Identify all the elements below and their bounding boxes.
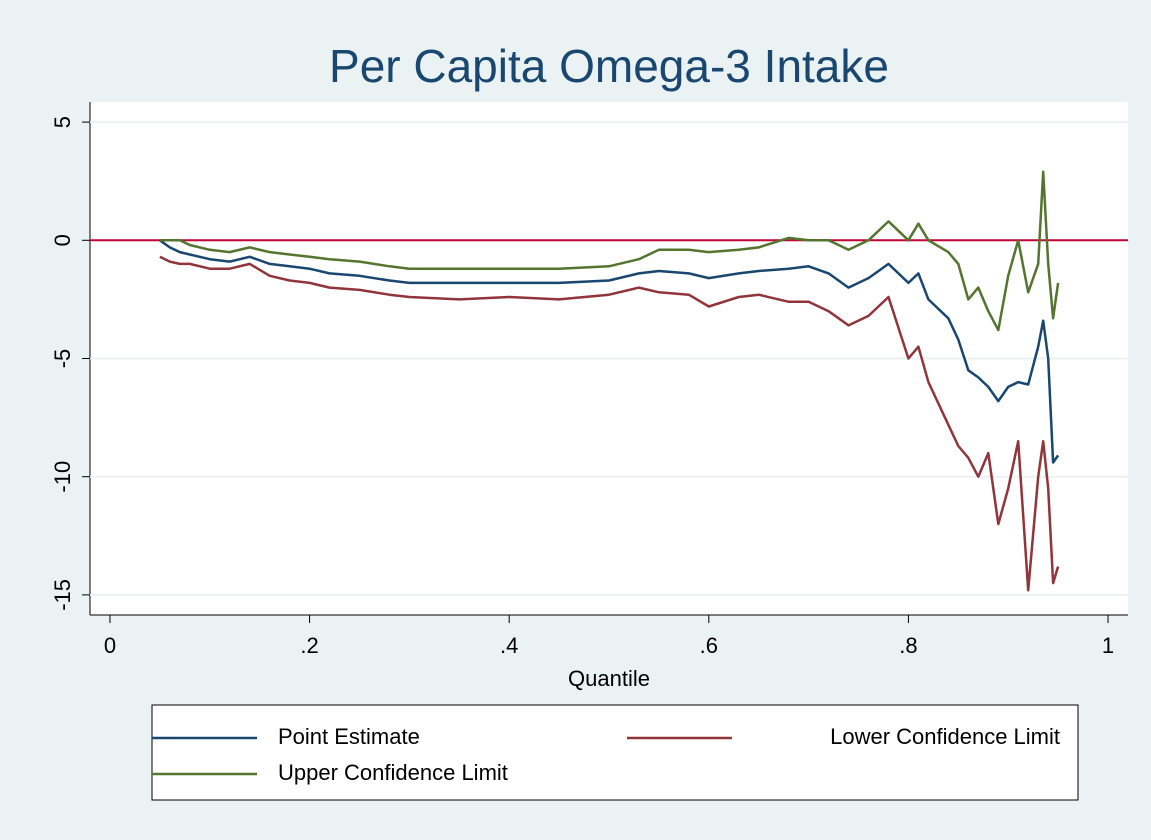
- x-tick-label: .6: [700, 633, 718, 658]
- series-line: [159, 170, 1060, 332]
- y-tick-label: 5: [50, 116, 75, 128]
- legend: [151, 704, 1079, 801]
- x-axis-label: Quantile: [568, 666, 650, 691]
- x-tick-label: 0: [104, 633, 116, 658]
- series-line: [159, 239, 1060, 464]
- chart-title: Per Capita Omega-3 Intake: [329, 40, 889, 92]
- y-tick-label: -10: [50, 461, 75, 493]
- legend-label: Point Estimate: [278, 724, 420, 749]
- x-tick-label: .4: [500, 633, 518, 658]
- x-tick-label: .2: [300, 633, 318, 658]
- x-tick-label: 1: [1102, 633, 1114, 658]
- y-tick-label: -15: [50, 579, 75, 611]
- x-tick-label: .8: [899, 633, 917, 658]
- y-tick-label: -5: [50, 349, 75, 369]
- legend-label: Lower Confidence Limit: [830, 724, 1060, 749]
- legend-label: Upper Confidence Limit: [278, 760, 508, 785]
- y-tick-label: 0: [50, 234, 75, 246]
- series-line: [159, 255, 1060, 592]
